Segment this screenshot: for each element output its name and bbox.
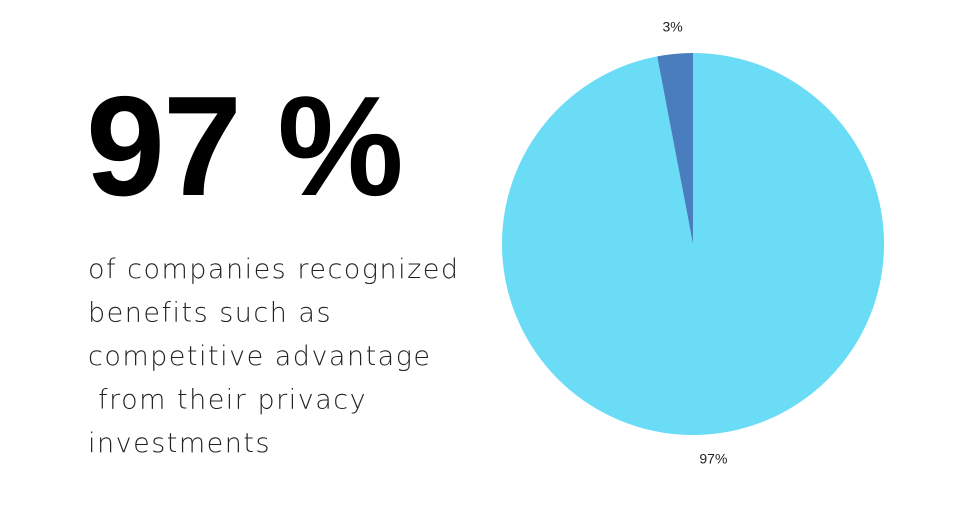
description-line: of companies recognized [88,254,460,285]
headline: 97 % [86,67,402,226]
value-label: 3% [662,19,682,35]
value-label: 97% [699,451,727,467]
description-line: competitive advantage [88,341,432,372]
description-line: from their privacy [88,385,367,416]
pie-chart: 97% 3% [502,19,884,467]
description: of companies recognized benefits such as c… [88,254,460,459]
pie-slice [657,53,693,244]
description-line: investments [88,428,271,459]
description-line: benefits such as [88,298,332,329]
